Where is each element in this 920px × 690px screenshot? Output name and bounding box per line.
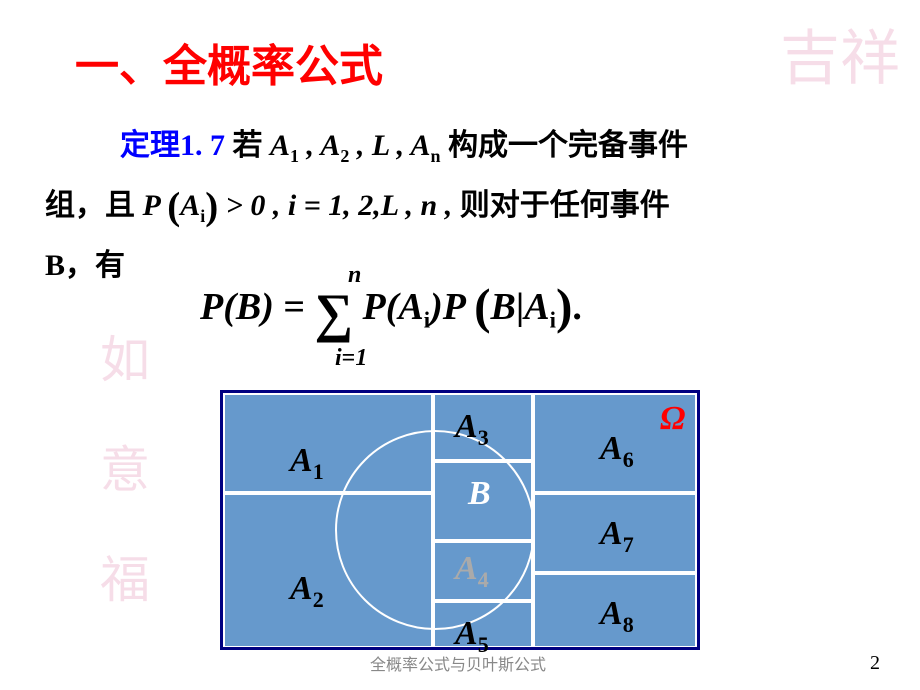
- formula-B: B: [491, 286, 516, 328]
- footer-text: 全概率公式与贝叶斯公式: [370, 651, 546, 675]
- label-a6: A6: [600, 430, 634, 473]
- section-title: 一、全概率公式: [75, 30, 383, 94]
- cond-ieq: i = 1, 2,: [288, 189, 381, 222]
- cond-Ai: A: [180, 189, 200, 222]
- line2-pre: 组，且: [45, 189, 135, 222]
- label-omega: Ω: [660, 400, 685, 438]
- seq-A1: A: [270, 129, 290, 162]
- theorem-line-1: 定理1. 7 若 A1 , A2 , L , An 构成一个完备事件: [120, 120, 688, 167]
- formula-PA: P(A: [363, 286, 424, 328]
- partition-diagram: A1 A2 A3 B A4 A5 A6 A7 A8 Ω: [220, 390, 700, 650]
- watermark-corner: 吉祥: [780, 10, 900, 97]
- cond-gt: > 0: [226, 189, 266, 222]
- cond-L2: L: [381, 189, 398, 222]
- watermark-side-2: 意: [100, 430, 150, 502]
- total-probability-formula: P(B) = ∑ n i=1 P(Ai)P (B|Ai).: [200, 270, 700, 370]
- watermark-side-1: 如: [100, 320, 150, 392]
- line2-post: 则对于任何事件: [460, 189, 670, 222]
- seq-text-after: 构成一个完备事件: [448, 129, 688, 162]
- formula-PBA: P: [443, 286, 465, 328]
- label-b: B: [468, 475, 491, 513]
- formula-dot: .: [572, 286, 582, 328]
- cond-P: P: [143, 189, 160, 222]
- label-a8: A8: [600, 595, 634, 638]
- sigma-top: n: [348, 262, 361, 289]
- sigma-icon: ∑: [315, 283, 354, 343]
- formula-eq: =: [283, 286, 305, 328]
- label-a3: A3: [455, 408, 489, 451]
- page-number: 2: [870, 652, 880, 675]
- label-a1: A1: [290, 442, 324, 485]
- seq-L: L: [372, 129, 389, 162]
- formula-Ai-sub: i: [550, 308, 556, 333]
- theorem-label: 定理1. 7: [120, 129, 225, 162]
- sigma-bot: i=1: [335, 345, 367, 372]
- cond-sep: ,: [273, 189, 281, 222]
- seq-An-sub: n: [431, 146, 441, 166]
- seq-A2: A: [320, 129, 340, 162]
- word-if: 若: [233, 129, 263, 162]
- seq-A2-sub: 2: [340, 146, 349, 166]
- cond-n: , n ,: [406, 189, 453, 222]
- theorem-line-2: 组，且 P (Ai) > 0 , i = 1, 2,L , n , 则对于任何事…: [45, 180, 670, 227]
- watermark-side-3: 福: [100, 540, 150, 612]
- seq-A1-sub: 1: [290, 146, 299, 166]
- seq-An: A: [411, 129, 431, 162]
- formula-PA-close: ): [430, 286, 443, 328]
- label-a2: A2: [290, 570, 324, 613]
- label-a4: A4: [455, 550, 489, 593]
- formula-bar: |: [516, 286, 524, 328]
- theorem-line-3: B，有: [45, 240, 125, 284]
- formula-PB: P(B): [200, 286, 274, 328]
- formula-Ai: A: [524, 286, 549, 328]
- label-a7: A7: [600, 515, 634, 558]
